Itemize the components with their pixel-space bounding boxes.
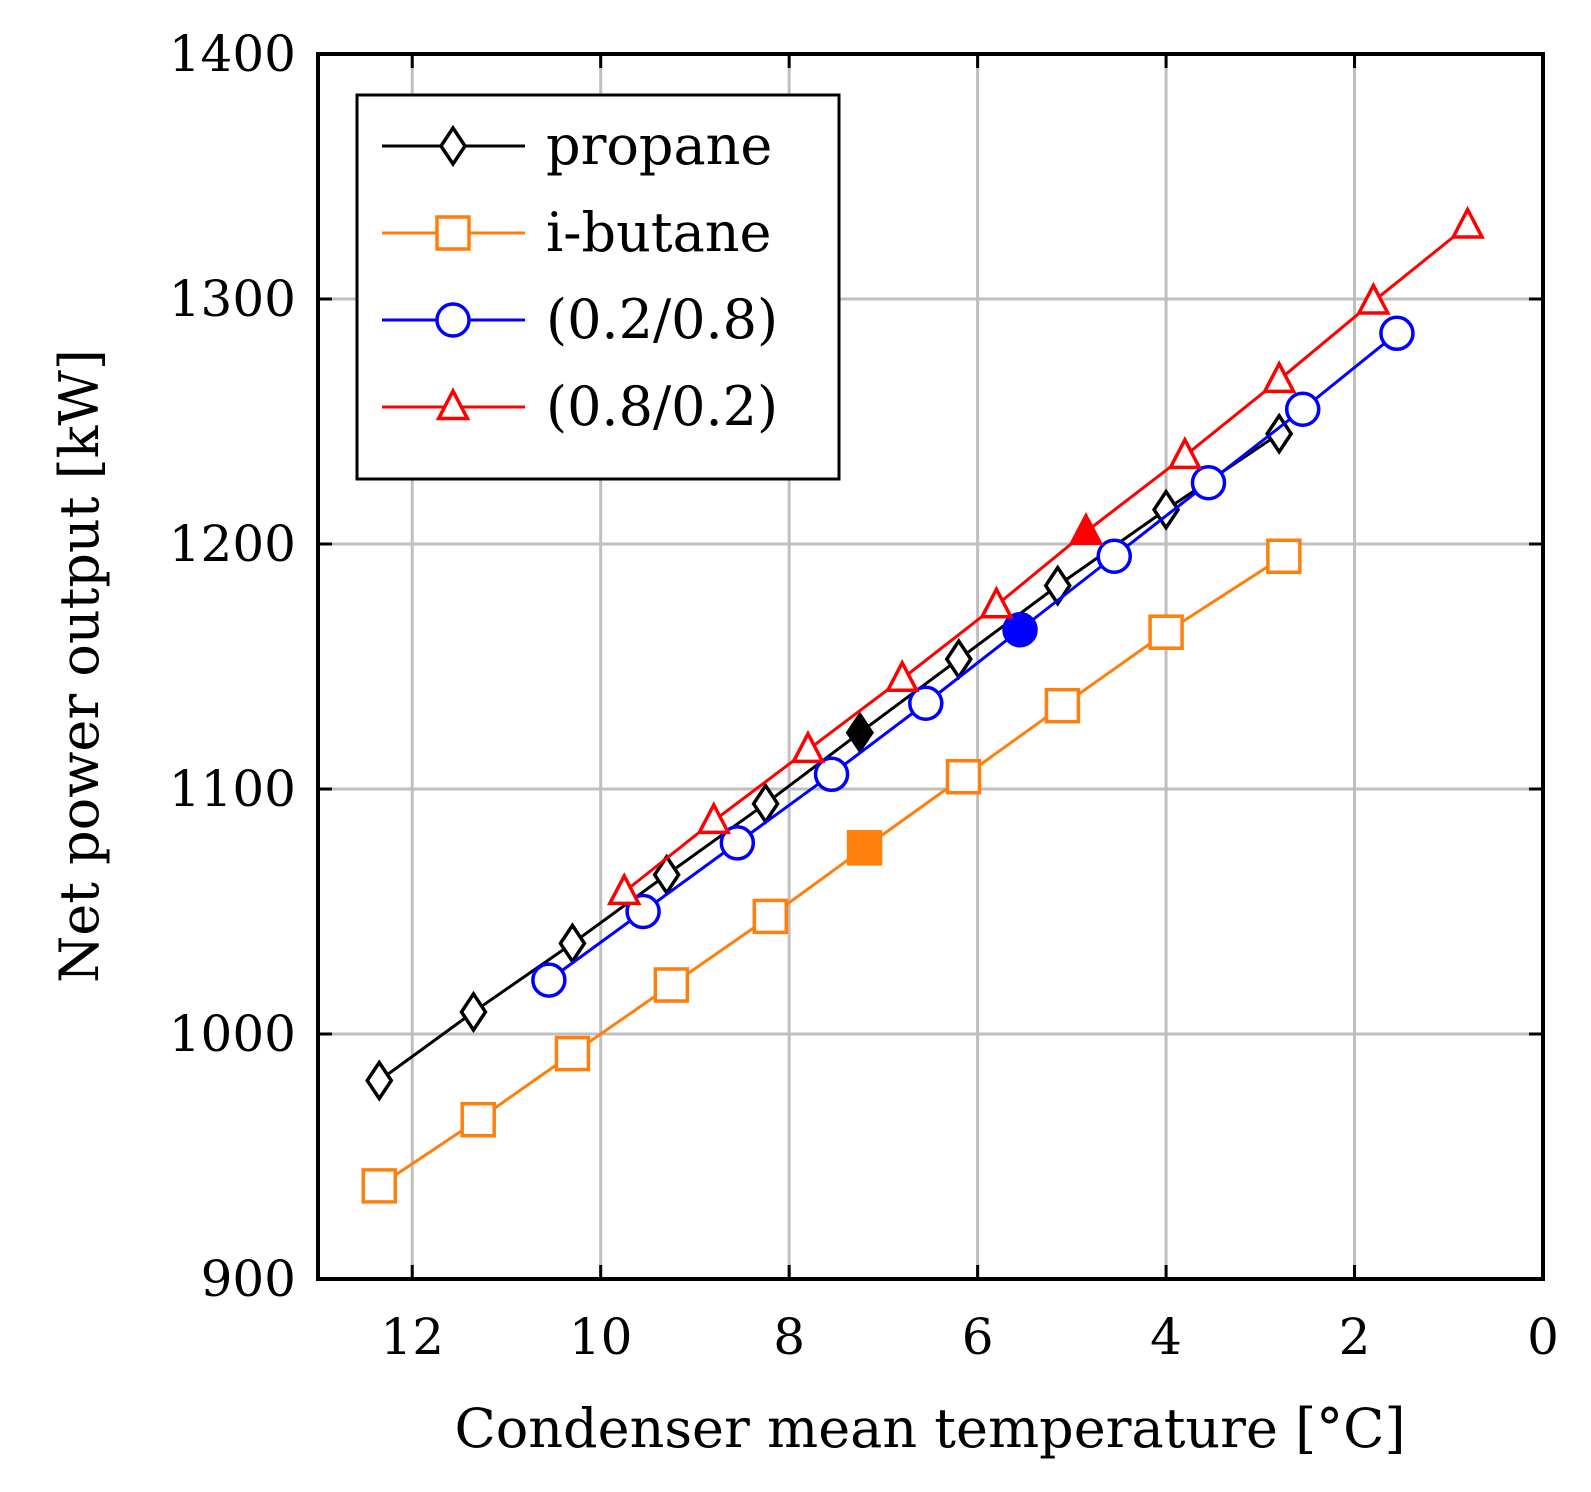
legend-entry: (0.2/0.8) [382, 288, 778, 351]
data-point-square [1044, 687, 1081, 724]
data-point-circle [1379, 315, 1415, 352]
legend-marker-circle [435, 302, 471, 338]
data-point-triangle [1356, 281, 1391, 315]
data-point-triangle [696, 801, 732, 835]
data-point-circle [719, 825, 756, 861]
legend-label: i-butane [546, 201, 772, 264]
data-point-triangle [979, 585, 1014, 619]
data-point-circle [1002, 612, 1038, 648]
x-tick-label: 2 [1339, 1308, 1371, 1366]
series-layer [361, 205, 1485, 1204]
data-point-square [1266, 538, 1302, 574]
legend-label: (0.2/0.8) [546, 288, 778, 351]
data-point-square [1148, 614, 1184, 650]
data-point-triangle [884, 658, 920, 693]
y-axis-label: Net power output [kW] [48, 349, 111, 983]
data-point-square [460, 1102, 496, 1138]
data-point-diamond [459, 990, 488, 1034]
legend-entry: i-butane [382, 201, 772, 264]
data-point-square [846, 830, 883, 866]
series-3 [606, 205, 1485, 906]
y-tick-label: 1400 [169, 25, 296, 83]
data-point-circle [531, 962, 567, 998]
legend-label: propane [546, 114, 772, 177]
y-tick-label: 1200 [169, 515, 296, 573]
legend-label: (0.8/0.2) [546, 375, 778, 438]
data-point-triangle [1167, 436, 1203, 470]
legend-entry: propane [382, 114, 772, 177]
data-point-circle [908, 685, 944, 721]
legend-marker-square [435, 215, 471, 251]
data-point-diamond [365, 1059, 394, 1102]
y-tick-label: 1300 [169, 270, 296, 328]
y-tick-label: 1000 [169, 1005, 296, 1063]
y-tick-label: 900 [201, 1250, 296, 1308]
data-point-circle [1284, 391, 1321, 427]
tick-labels: 12 10 8 6 4 2 0 900 1000 1100 1200 1300 1400 [169, 25, 1559, 1366]
data-point-triangle [606, 872, 642, 906]
series-1 [361, 538, 1302, 1204]
plot-frame [316, 52, 1545, 1281]
data-point-diamond [845, 711, 874, 754]
data-point-triangle [790, 730, 826, 764]
x-tick-label: 10 [569, 1308, 633, 1366]
data-point-square [945, 759, 982, 795]
data-point-diamond [1043, 564, 1072, 607]
legend-marker-diamond [438, 124, 468, 168]
legend: propane i-butane (0.2/0.8) (0.8/0.2) [355, 93, 841, 481]
series-line [378, 554, 1285, 1188]
legend-box [355, 93, 841, 481]
legend-marker-triangle [435, 387, 471, 421]
data-point-circle [1096, 538, 1132, 574]
data-point-circle [813, 756, 850, 793]
legend-entry: (0.8/0.2) [382, 375, 778, 438]
data-point-triangle [1450, 205, 1485, 239]
data-point-circle [1190, 465, 1227, 501]
data-point-square [554, 1035, 591, 1072]
data-point-square [752, 898, 789, 935]
y-tick-label: 1100 [169, 760, 296, 818]
x-tick-label: 6 [962, 1308, 994, 1366]
x-tick-label: 0 [1527, 1308, 1559, 1366]
data-point-triangle [1261, 360, 1297, 394]
data-point-square [361, 1168, 397, 1204]
data-point-square [653, 967, 690, 1003]
series-line [547, 332, 1398, 982]
x-tick-label: 4 [1150, 1308, 1182, 1366]
series-line [623, 224, 1469, 894]
data-point-triangle [1068, 511, 1104, 546]
x-tick-label: 12 [380, 1308, 444, 1366]
x-axis-label: Condenser mean temperature [°C] [454, 1397, 1405, 1460]
series-2 [531, 315, 1415, 998]
x-tick-label: 8 [773, 1308, 805, 1366]
